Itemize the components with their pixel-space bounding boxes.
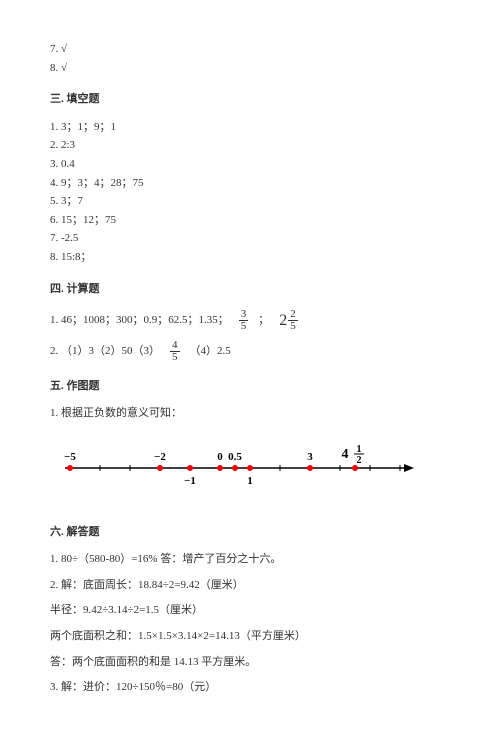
- section-5-heading: 五. 作图题: [50, 378, 450, 396]
- s3-l7: 7. -2.5: [50, 230, 450, 248]
- s6-l2-4: 答：两个底面面积的和是 14.13 平方厘米。: [50, 654, 450, 672]
- s3-l5: 5. 3；7: [50, 193, 450, 211]
- number-line-svg: −5−2−100.513412: [50, 433, 430, 503]
- svg-text:0.5: 0.5: [228, 451, 242, 463]
- s6-l2-1: 2. 解：底面周长：18.84÷2=9.42（厘米）: [50, 577, 450, 595]
- number-line-figure: −5−2−100.513412: [50, 433, 450, 510]
- s6-l2-2: 半径：9.42÷3.14÷2=1.5（厘米）: [50, 602, 450, 620]
- svg-text:1: 1: [247, 475, 253, 487]
- s3-l2: 2. 2:3: [50, 137, 450, 155]
- section-3-heading: 三. 填空题: [50, 91, 450, 109]
- svg-text:−2: −2: [154, 451, 166, 463]
- s4-l2a: 2. （1）3（2）50（3）: [50, 343, 160, 361]
- tf-item-8: 8. √: [50, 60, 450, 78]
- section-6-heading: 六. 解答题: [50, 524, 450, 542]
- svg-text:4: 4: [342, 447, 349, 462]
- s4-line-2: 2. （1）3（2）50（3） 4 5 （4）2.5: [50, 340, 450, 364]
- s4-line-1: 1. 46；1008；300；0.9；62.5；1.35； 3 5 ； 2 2 …: [50, 308, 450, 334]
- s6-l3: 3. 解：进价：120÷150％=80（元）: [50, 679, 450, 697]
- s3-l3: 3. 0.4: [50, 156, 450, 174]
- s5-l1: 1. 根据正负数的意义可知：: [50, 405, 450, 423]
- svg-text:1: 1: [357, 444, 362, 455]
- s4-l1-main: 1. 46；1008；300；0.9；62.5；1.35；: [50, 312, 229, 330]
- svg-text:3: 3: [307, 451, 313, 463]
- svg-text:−1: −1: [184, 475, 196, 487]
- s4-l2b: （4）2.5: [190, 343, 231, 361]
- svg-text:0: 0: [217, 451, 223, 463]
- s4-l2-frac: 4 5: [170, 340, 180, 364]
- s3-l6: 6. 15；12；75: [50, 212, 450, 230]
- s4-l1-sep: ；: [258, 312, 269, 330]
- tf-item-7: 7. √: [50, 41, 450, 59]
- s6-l1: 1. 80÷（580-80）=16% 答：增产了百分之十六。: [50, 551, 450, 569]
- s4-l1-mixed: 2 2 5: [279, 308, 298, 334]
- section-4-heading: 四. 计算题: [50, 281, 450, 299]
- s6-l2-3: 两个底面积之和：1.5×1.5×3.14×2=14.13（平方厘米）: [50, 628, 450, 646]
- s3-l8: 8. 15:8；: [50, 249, 450, 267]
- s4-l1-frac1: 3 5: [239, 309, 249, 333]
- s3-l4: 4. 9；3；4；28；75: [50, 175, 450, 193]
- svg-text:−5: −5: [64, 451, 76, 463]
- s3-l1: 1. 3；1；9；1: [50, 119, 450, 137]
- svg-text:2: 2: [357, 455, 362, 466]
